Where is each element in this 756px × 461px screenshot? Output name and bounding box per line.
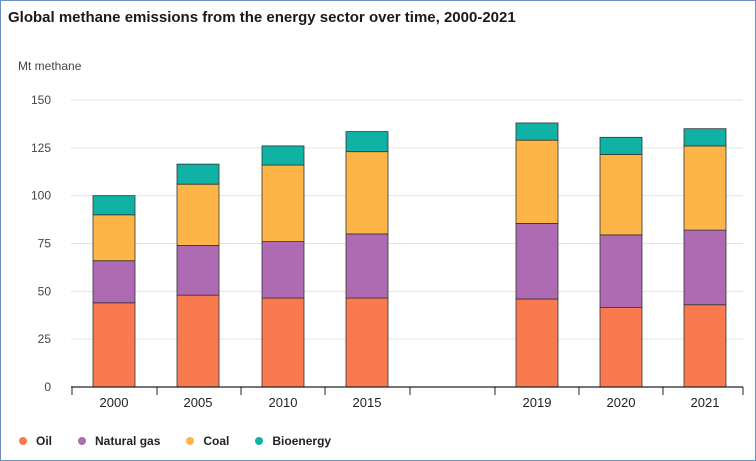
legend-label: Natural gas — [95, 434, 161, 448]
bar-segment-bioenergy — [92, 195, 136, 216]
bar-segment-coal — [683, 145, 727, 231]
x-tick-label: 2010 — [269, 395, 298, 410]
chart-legend: Oil Natural gas Coal Bioenergy — [19, 434, 357, 448]
legend-item-natural-gas: Natural gas — [78, 434, 160, 448]
legend-label: Oil — [36, 434, 53, 448]
bar-segment-oil — [345, 297, 389, 388]
x-tick-label: 2015 — [353, 395, 382, 410]
legend-item-oil: Oil — [19, 434, 52, 448]
bar-segment-bioenergy — [261, 145, 305, 166]
y-tick-label: 125 — [31, 141, 51, 155]
y-tick-label: 75 — [38, 237, 52, 251]
legend-marker — [186, 437, 195, 445]
legend-item-coal: Coal — [186, 434, 229, 448]
legend-label: Bioenergy — [272, 434, 332, 448]
bar-segment-bioenergy — [515, 122, 559, 141]
bar-segment-coal — [261, 164, 305, 242]
x-tick-label: 2005 — [184, 395, 213, 410]
bar-segment-oil — [683, 304, 727, 388]
bar-segment-natural-gas — [176, 245, 220, 296]
legend-marker — [78, 437, 87, 445]
y-tick-label: 0 — [44, 380, 51, 394]
bar-segment-coal — [92, 214, 136, 262]
x-tick-label: 2021 — [691, 395, 720, 410]
x-tick-label: 2020 — [607, 395, 636, 410]
bar-segment-natural-gas — [345, 233, 389, 299]
chart-title: Global methane emissions from the energy… — [8, 9, 516, 26]
legend-label: Coal — [203, 434, 230, 448]
y-axis-label: Mt methane — [18, 59, 82, 73]
bar-segment-oil — [515, 298, 559, 388]
bar-segment-bioenergy — [683, 128, 727, 147]
bar-segment-coal — [515, 139, 559, 224]
bar-segment-bioenergy — [599, 136, 643, 155]
bar-segment-coal — [345, 151, 389, 235]
bar-segment-bioenergy — [176, 163, 220, 185]
y-tick-label: 50 — [38, 284, 52, 298]
legend-item-bioenergy: Bioenergy — [255, 434, 331, 448]
bar-segment-coal — [176, 183, 220, 246]
bar-segment-oil — [261, 297, 305, 388]
y-tick-label: 150 — [31, 93, 51, 107]
bar-segment-oil — [599, 307, 643, 388]
bar-segment-oil — [92, 302, 136, 388]
bar-segment-natural-gas — [683, 229, 727, 306]
bar-segment-natural-gas — [599, 234, 643, 308]
y-tick-label: 25 — [38, 332, 52, 346]
bar-segment-natural-gas — [515, 223, 559, 300]
legend-marker — [255, 437, 264, 445]
bar-segment-oil — [176, 294, 220, 388]
x-tick-label: 2019 — [523, 395, 552, 410]
legend-marker — [19, 437, 27, 445]
y-tick-label: 100 — [31, 189, 51, 203]
bar-segment-natural-gas — [92, 260, 136, 304]
x-tick-label: 2000 — [100, 395, 129, 410]
bar-segment-natural-gas — [261, 241, 305, 299]
bar-segment-bioenergy — [345, 131, 389, 153]
bar-segment-coal — [599, 154, 643, 236]
